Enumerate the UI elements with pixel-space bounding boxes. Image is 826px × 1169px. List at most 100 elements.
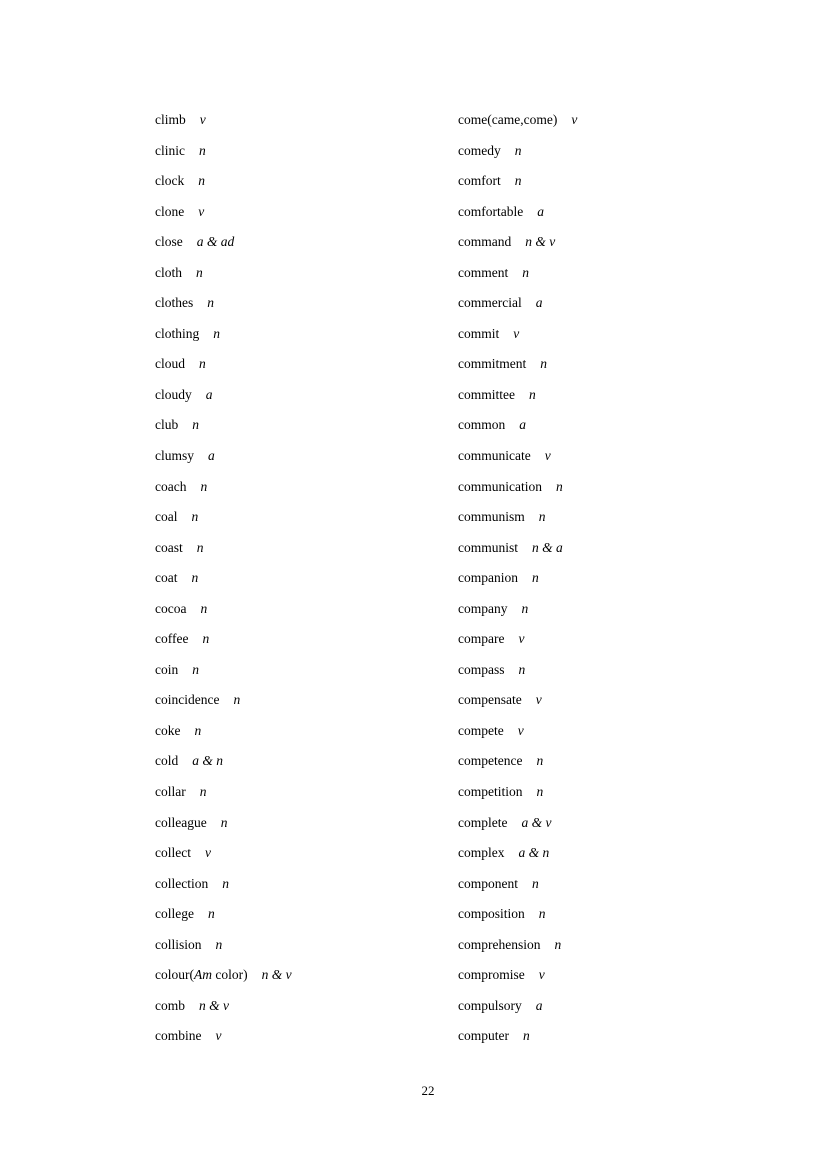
headword: cloth	[155, 264, 182, 280]
word-entry: colour(Am color) n & v	[155, 966, 292, 997]
page-number: 22	[421, 1083, 435, 1098]
part-of-speech: v	[544, 448, 551, 464]
part-of-speech: a & ad	[196, 234, 235, 250]
headword: compass	[458, 661, 505, 677]
headword: come(came,come)	[458, 112, 558, 127]
word-entry: commercial a	[458, 294, 577, 325]
left-word-column: climb v clinic n clock n clone v close a & ad clot…	[155, 111, 292, 1058]
part-of-speech: n	[207, 295, 214, 311]
headword: coke	[155, 722, 181, 738]
headword: comfort	[458, 173, 501, 189]
headword: college	[155, 906, 194, 922]
part-of-speech: v	[199, 112, 206, 127]
headword: communist	[458, 539, 518, 555]
word-entry: compare v	[458, 630, 577, 661]
word-entry: coast n	[155, 539, 292, 570]
part-of-speech: n	[207, 906, 215, 922]
headword: comment	[458, 264, 509, 280]
headword: close	[155, 234, 183, 250]
headword: coat	[155, 570, 178, 586]
headword: communication	[458, 478, 542, 494]
word-entry: communist n & a	[458, 539, 577, 570]
word-entry: composition n	[458, 905, 577, 936]
headword: command	[458, 234, 512, 250]
part-of-speech: n & v	[199, 997, 229, 1013]
headword: competition	[458, 784, 523, 800]
part-of-speech: a	[535, 295, 543, 311]
part-of-speech: n	[522, 1028, 530, 1044]
part-of-speech: v	[571, 112, 578, 127]
part-of-speech: v	[215, 1028, 222, 1044]
part-of-speech: n	[532, 570, 539, 586]
part-of-speech: n	[202, 631, 210, 647]
word-entry: compulsory a	[458, 997, 577, 1028]
headword: compromise	[458, 967, 525, 983]
headword: coincidence	[155, 692, 220, 708]
headword: compulsory	[458, 997, 522, 1013]
headword: colour(	[155, 967, 194, 983]
headword: clinic	[155, 142, 185, 158]
word-entry: cloth n	[155, 264, 292, 295]
word-entry: comfortable a	[458, 203, 577, 234]
part-of-speech: v	[517, 722, 524, 738]
word-entry: component n	[458, 875, 577, 906]
headword: clock	[155, 173, 185, 189]
part-of-speech: n	[521, 600, 529, 616]
part-of-speech: v	[198, 203, 205, 219]
part-of-speech: v	[513, 325, 520, 341]
headword: coin	[155, 661, 179, 677]
part-of-speech: a & n	[192, 753, 224, 769]
part-of-speech: n	[196, 539, 204, 555]
word-entry: clumsy a	[155, 447, 292, 478]
word-entry: clinic n	[155, 142, 292, 173]
word-entry: complex a & n	[458, 844, 577, 875]
right-word-column: come(came,come) v comedy n comfort n comfortab…	[458, 111, 577, 1058]
headword: cloudy	[155, 386, 192, 402]
word-entry: coke n	[155, 722, 292, 753]
headword: coal	[155, 509, 178, 525]
part-of-speech: n	[532, 875, 539, 891]
headword: cocoa	[155, 600, 187, 616]
word-entry: collision n	[155, 936, 292, 967]
word-entry: comment n	[458, 264, 577, 295]
part-of-speech: n	[538, 509, 546, 525]
headword: common	[458, 417, 506, 433]
part-of-speech: n	[196, 264, 203, 280]
word-entry: clothing n	[155, 325, 292, 356]
part-of-speech: a	[205, 386, 213, 402]
headword: comprehension	[458, 936, 541, 952]
headword: cold	[155, 753, 179, 769]
headword: compete	[458, 722, 504, 738]
part-of-speech: a	[535, 997, 543, 1013]
word-entry: coal n	[155, 508, 292, 539]
part-of-speech: a	[208, 448, 215, 464]
word-entry: coach n	[155, 478, 292, 509]
headword: collection	[155, 875, 209, 891]
part-of-speech: n	[194, 722, 202, 738]
part-of-speech: a & v	[521, 814, 552, 830]
part-of-speech: n	[192, 417, 199, 433]
headword: communism	[458, 509, 525, 525]
word-entry: cloudy a	[155, 386, 292, 417]
part-of-speech: n	[518, 661, 526, 677]
word-entry: collect v	[155, 844, 292, 875]
word-entry: committee n	[458, 386, 577, 417]
headword: collect	[155, 845, 191, 861]
word-entry: comfort n	[458, 172, 577, 203]
headword: compare	[458, 631, 505, 647]
word-entry: clock n	[155, 172, 292, 203]
word-entry: communicate v	[458, 447, 577, 478]
word-entry: clothes n	[155, 294, 292, 325]
part-of-speech: n	[199, 356, 206, 372]
word-entry: commitment n	[458, 355, 577, 386]
part-of-speech: n	[514, 173, 522, 189]
part-of-speech: n & v	[261, 967, 292, 983]
word-entry: competence n	[458, 752, 577, 783]
word-entry: collection n	[155, 875, 292, 906]
part-of-speech: n	[213, 325, 220, 341]
headword: coffee	[155, 631, 189, 647]
part-of-speech: n	[528, 386, 536, 402]
word-entry: coat n	[155, 569, 292, 600]
part-of-speech: n	[540, 356, 547, 372]
word-entry: college n	[155, 905, 292, 936]
